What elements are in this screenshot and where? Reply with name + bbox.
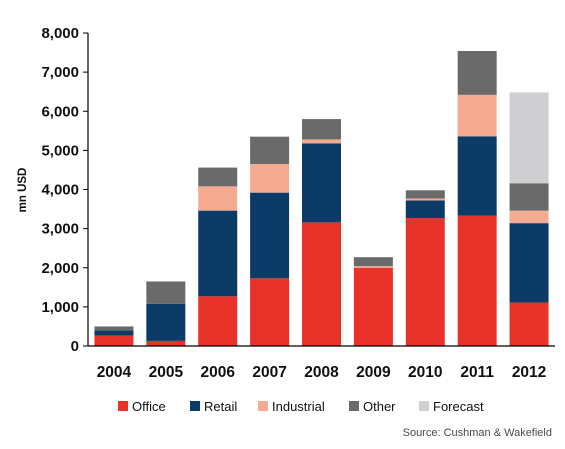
bar-segment-office-2012	[509, 302, 549, 346]
y-tick-label: 8,000	[41, 25, 79, 42]
x-tick-label: 2005	[149, 364, 184, 381]
bar-segment-office-2010	[405, 218, 445, 346]
legend-label-forecast: Forecast	[433, 399, 484, 414]
bar-segment-industrial-2009	[353, 266, 393, 268]
bar-segment-industrial-2006	[198, 186, 238, 211]
bar-segment-other-2008	[302, 119, 341, 140]
y-tick-label: 1,000	[41, 299, 79, 316]
legend-label-industrial: Industrial	[272, 399, 325, 414]
bar-segment-other-2006	[198, 167, 238, 187]
bar-segment-retail-2010	[405, 200, 445, 219]
x-tick-label: 2008	[304, 364, 339, 381]
bar-segment-other-2009	[353, 257, 393, 267]
bar-segment-retail-2007	[250, 192, 290, 279]
y-axis-label: mn USD	[17, 168, 29, 213]
legend-swatch-other	[349, 401, 359, 411]
y-tick-label: 7,000	[41, 64, 79, 81]
bar-segment-office-2004	[94, 335, 134, 346]
bar-segment-office-2006	[198, 296, 238, 346]
bar-segment-industrial-2008	[302, 139, 341, 144]
bar-segment-retail-2008	[302, 143, 341, 223]
legend-label-office: Office	[132, 399, 166, 414]
bar-segment-other-2012	[509, 183, 549, 211]
x-tick-label: 2009	[356, 364, 391, 381]
bar-segment-other-2011	[457, 51, 497, 95]
bar-segment-other-2007	[250, 136, 290, 165]
bar-segment-office-2005	[146, 340, 186, 346]
bar-segment-office-2011	[457, 215, 497, 346]
legend: Office Retail Industrial Other Forecast	[118, 399, 484, 414]
bars-layer	[94, 51, 549, 346]
bar-segment-forecast-2012	[509, 92, 549, 184]
bar-segment-industrial-2007	[250, 164, 290, 193]
bar-segment-industrial-2010	[405, 198, 445, 201]
bar-segment-industrial-2012	[509, 210, 549, 224]
x-tick-label: 2010	[408, 364, 442, 381]
x-tick-label: 2006	[200, 364, 235, 381]
legend-label-retail: Retail	[204, 399, 237, 414]
source-note: Source: Cushman & Wakefield	[403, 427, 552, 439]
y-tick-label: 4,000	[41, 182, 79, 199]
legend-swatch-forecast	[419, 401, 429, 411]
bar-segment-office-2009	[353, 267, 393, 346]
bar-segment-other-2010	[405, 190, 445, 199]
bar-segment-retail-2006	[198, 210, 238, 297]
bar-segment-other-2005	[146, 281, 186, 304]
x-tick-label: 2004	[97, 364, 132, 381]
bar-segment-retail-2005	[146, 303, 186, 341]
bar-segment-industrial-2011	[457, 94, 497, 137]
bar-segment-retail-2011	[457, 136, 497, 216]
x-tick-labels: 2004 2005 2006 2007 2008 2009 2010 2011 2012	[97, 364, 547, 381]
legend-swatch-industrial	[258, 401, 268, 411]
x-tick-label: 2011	[460, 364, 494, 381]
legend-label-other: Other	[363, 399, 396, 414]
legend-swatch-retail	[190, 401, 200, 411]
bar-segment-other-2004	[94, 326, 134, 331]
bar-segment-retail-2004	[94, 330, 134, 336]
y-tick-label: 6,000	[41, 103, 79, 120]
legend-swatch-office	[118, 401, 128, 411]
bar-segment-retail-2012	[509, 223, 549, 303]
bar-segment-office-2008	[302, 222, 341, 346]
y-tick-label: 2,000	[41, 260, 79, 277]
y-tick-label: 5,000	[41, 142, 79, 159]
x-tick-label: 2007	[252, 364, 286, 381]
y-tick-label: 3,000	[41, 221, 79, 238]
y-tick-label: 0	[71, 338, 79, 355]
y-tick-labels: 0 1,000 2,000 3,000 4,000 5,000 6,000 7,000 8,00…	[41, 25, 88, 355]
bar-segment-office-2007	[250, 278, 290, 346]
x-tick-label: 2012	[512, 364, 546, 381]
